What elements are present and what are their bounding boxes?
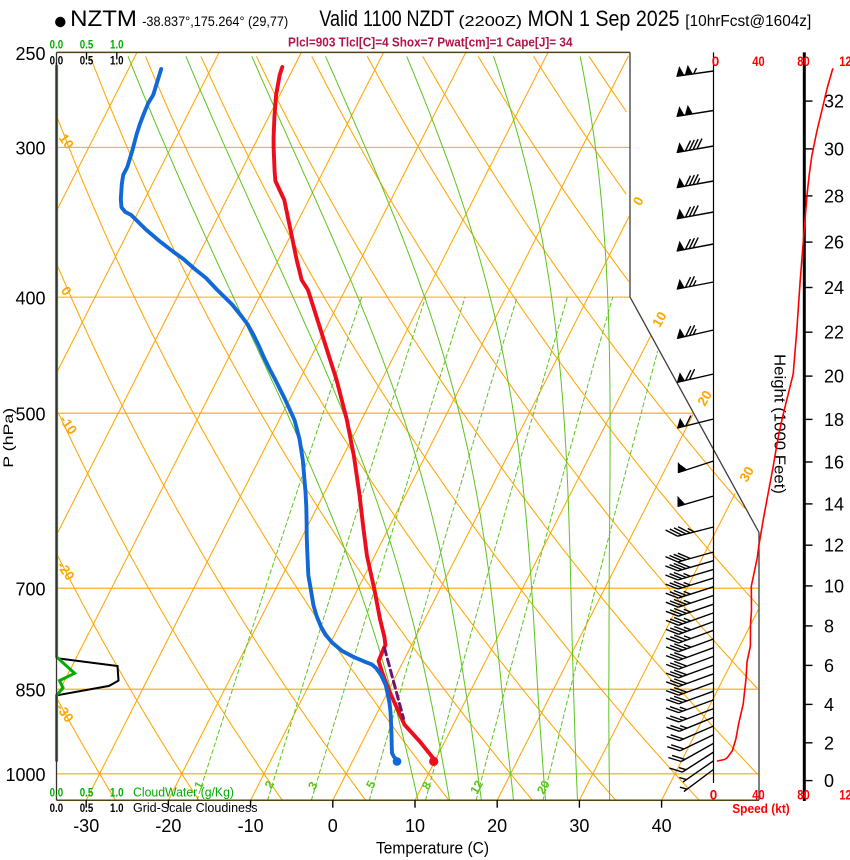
svg-text:6: 6 (824, 656, 834, 676)
svg-text:32: 32 (824, 92, 844, 112)
svg-text:0.5: 0.5 (80, 786, 94, 800)
svg-text:10: 10 (649, 309, 670, 330)
svg-text:Height (1000 Feet): Height (1000 Feet) (771, 354, 788, 494)
svg-text:0.5: 0.5 (80, 801, 94, 815)
svg-text:850: 850 (15, 681, 45, 701)
svg-text:22: 22 (824, 323, 844, 343)
svg-text:20: 20 (487, 816, 507, 836)
svg-text:P (hPa): P (hPa) (0, 408, 16, 468)
svg-text:0.5: 0.5 (80, 54, 94, 68)
svg-text:1.0: 1.0 (110, 38, 124, 52)
svg-text:1000: 1000 (5, 765, 45, 785)
svg-text:40: 40 (752, 54, 764, 69)
svg-text:16: 16 (824, 453, 844, 473)
svg-text:1.0: 1.0 (110, 786, 124, 800)
svg-text:18: 18 (824, 410, 844, 430)
svg-text:[10hrFcst@1604z]: [10hrFcst@1604z] (685, 13, 811, 30)
svg-text:30: 30 (737, 464, 758, 485)
svg-text:0.5: 0.5 (80, 38, 94, 52)
svg-text:Grid-Scale Cloudiness: Grid-Scale Cloudiness (133, 801, 258, 815)
svg-text:40: 40 (752, 788, 764, 803)
svg-text:14: 14 (824, 494, 844, 514)
svg-text:20: 20 (824, 367, 844, 387)
svg-text:4: 4 (824, 695, 834, 715)
svg-text:40: 40 (652, 816, 672, 836)
svg-text:80: 80 (797, 54, 809, 69)
svg-text:1.0: 1.0 (110, 801, 124, 815)
svg-text:26: 26 (824, 233, 844, 253)
svg-text:Plcl=903 Tlcl[C]=4 Shox=7 Pwat: Plcl=903 Tlcl[C]=4 Shox=7 Pwat[cm]=1 Cap… (288, 36, 573, 50)
svg-text:2: 2 (824, 733, 834, 753)
svg-text:(2200Z): (2200Z) (459, 13, 523, 30)
svg-text:Speed (kt): Speed (kt) (732, 801, 790, 816)
svg-text:0.0: 0.0 (50, 786, 64, 800)
svg-text:500: 500 (15, 405, 45, 425)
svg-text:20: 20 (534, 778, 553, 797)
svg-text:80: 80 (797, 788, 809, 803)
svg-text:250: 250 (15, 44, 45, 64)
svg-text:12: 12 (824, 536, 844, 556)
svg-text:20: 20 (694, 388, 715, 409)
svg-text:30: 30 (824, 139, 844, 159)
svg-text:CloudWater (g/Kg): CloudWater (g/Kg) (133, 786, 234, 800)
svg-text:MON 1 Sep 2025: MON 1 Sep 2025 (528, 6, 680, 31)
svg-text:8: 8 (824, 616, 834, 636)
svg-text:120: 120 (839, 788, 850, 803)
svg-text:24: 24 (824, 278, 844, 298)
svg-text:Valid 1100 NZDT: Valid 1100 NZDT (319, 6, 454, 31)
svg-text:0.0: 0.0 (50, 38, 64, 52)
svg-text:12: 12 (467, 778, 486, 797)
svg-text:NZTM: NZTM (70, 6, 137, 31)
svg-text:30: 30 (569, 816, 589, 836)
svg-text:1.0: 1.0 (110, 54, 124, 68)
svg-text:0.0: 0.0 (50, 54, 64, 68)
svg-text:0: 0 (824, 771, 834, 791)
svg-text:28: 28 (824, 186, 844, 206)
svg-text:10: 10 (56, 131, 77, 152)
svg-text:120: 120 (839, 54, 850, 69)
svg-text:-30: -30 (73, 816, 99, 836)
svg-text:-10: -10 (238, 816, 264, 836)
svg-text:Temperature (C): Temperature (C) (376, 839, 489, 858)
svg-text:10: 10 (405, 816, 425, 836)
svg-text:-20: -20 (155, 816, 181, 836)
svg-text:0: 0 (710, 788, 718, 803)
svg-text:-38.837°,175.264° (29,77): -38.837°,175.264° (29,77) (142, 14, 288, 29)
svg-text:300: 300 (15, 139, 45, 159)
svg-text:0: 0 (712, 54, 720, 69)
svg-text:0: 0 (328, 816, 338, 836)
svg-text:10: 10 (824, 576, 844, 596)
svg-text:400: 400 (15, 288, 45, 308)
svg-text:0.0: 0.0 (50, 801, 64, 815)
svg-text:700: 700 (15, 580, 45, 600)
